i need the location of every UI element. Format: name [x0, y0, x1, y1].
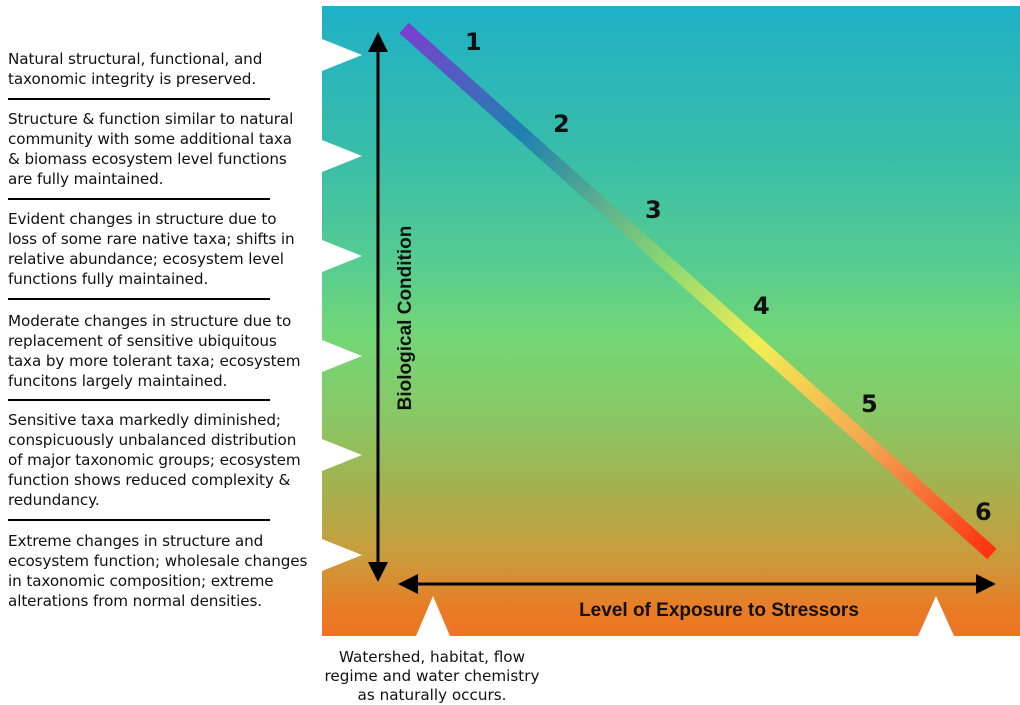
- tier-6-description: Extreme changes in structure and ecosyst…: [8, 532, 308, 610]
- left-tier-markers: [322, 39, 362, 571]
- divider: [8, 399, 270, 401]
- tier-marker-3: [322, 240, 362, 272]
- horizontal-axis-label: Level of Exposure to Stressors: [579, 600, 859, 621]
- tier-marker-1: [322, 39, 362, 71]
- tier-3-description: Evident changes in structure due to loss…: [8, 210, 295, 288]
- tier-2-description: Structure & function similar to natural …: [8, 110, 294, 188]
- divider: [8, 198, 270, 200]
- tier-5-description: Sensitive taxa markedly diminished; cons…: [8, 411, 301, 509]
- natural-conditions-caption: Watershed, habitat, flow regime and wate…: [324, 648, 540, 704]
- tier-number-4: 4: [753, 292, 770, 320]
- diagram-graphics: Biological Condition Level of Exposure t…: [322, 22, 997, 636]
- tier-marker-6: [322, 539, 362, 571]
- divider: [8, 98, 270, 100]
- biological-condition-gradient-diagram: Biological Condition Level of Exposure t…: [322, 6, 1020, 636]
- divider: [8, 519, 270, 521]
- tier-number-1: 1: [465, 28, 482, 56]
- tier-number-5: 5: [861, 390, 878, 418]
- bottom-marker-right: [918, 596, 954, 636]
- condition-gradient-line: [399, 22, 997, 560]
- vertical-axis-arrow: [368, 32, 388, 582]
- tier-marker-2: [322, 140, 362, 172]
- horizontal-axis-arrow: [398, 574, 996, 594]
- tier-marker-5: [322, 439, 362, 471]
- tier-number-6: 6: [975, 498, 992, 526]
- bottom-marker-left: [416, 596, 450, 636]
- tier-marker-4: [322, 340, 362, 372]
- tier-number-2: 2: [553, 110, 570, 138]
- divider: [8, 298, 270, 300]
- tier-4-description: Moderate changes in structure due to rep…: [8, 312, 301, 390]
- tier-description-list: Natural structural, functional, and taxo…: [0, 0, 310, 704]
- tier-1-description: Natural structural, functional, and taxo…: [8, 50, 263, 88]
- vertical-axis-label: Biological Condition: [395, 226, 416, 411]
- tier-number-3: 3: [645, 196, 662, 224]
